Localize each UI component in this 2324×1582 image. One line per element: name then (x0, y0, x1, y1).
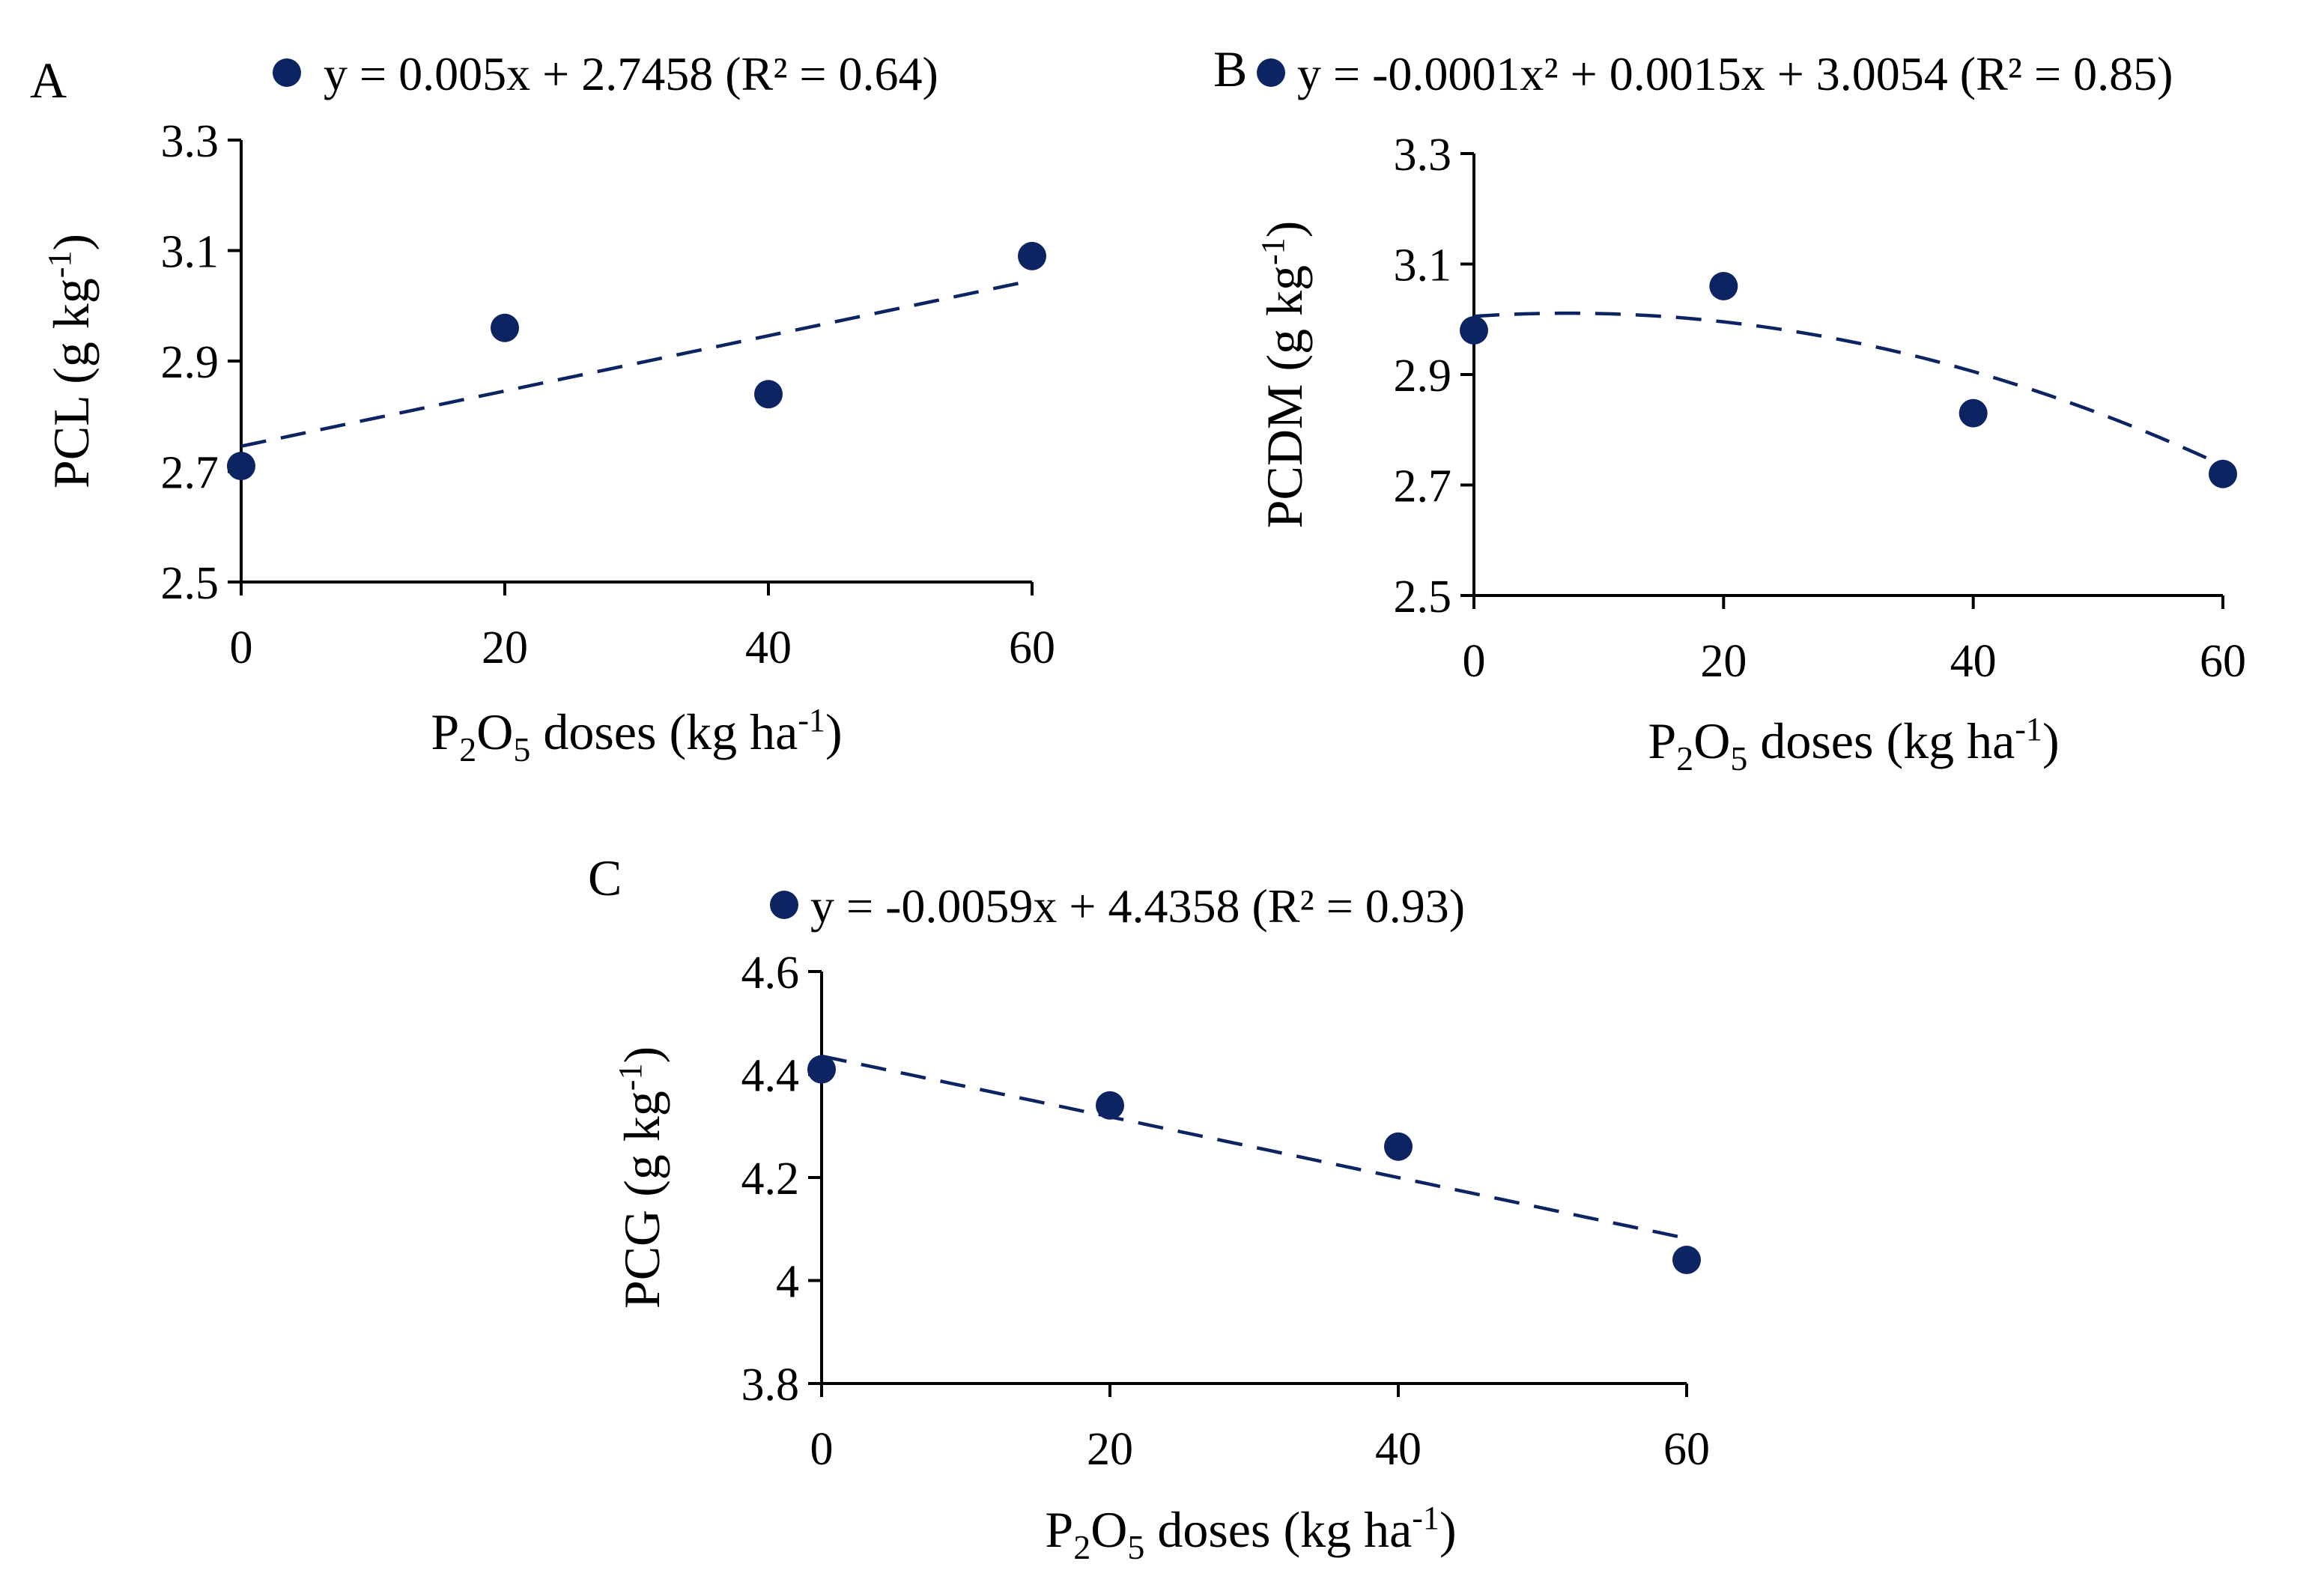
x-axis-title-o: O (1693, 712, 1730, 769)
x-tick-label-c: 40 (1375, 1424, 1422, 1475)
y-axis-title-superscript: -1 (612, 1064, 649, 1091)
y-tick-label-b: 3.1 (1394, 240, 1452, 291)
data-point-c (1672, 1246, 1701, 1274)
trend-line-c (821, 1054, 1687, 1240)
x-axis-title-text: doses (kg ha (1144, 1501, 1412, 1558)
x-axis-title-close: ) (825, 703, 843, 760)
data-point-b (1709, 272, 1738, 300)
panel-label-c: C (588, 849, 622, 906)
y-tick-label-a: 2.9 (161, 337, 219, 388)
data-point-a (754, 380, 783, 409)
x-tick-label-a: 40 (745, 622, 792, 673)
y-axis-title-b: PCDM (g kg-1) (1254, 221, 1313, 529)
x-tick-label-a: 0 (230, 622, 253, 673)
data-point-b (1959, 398, 1988, 428)
x-axis-title-text: doses (kg ha (530, 703, 798, 760)
y-axis-title-superscript: -1 (1254, 237, 1291, 265)
panel-label-a: A (30, 52, 67, 109)
trend-line-a (240, 279, 1033, 448)
x-axis-title-o: O (1090, 1501, 1127, 1558)
legend-marker-a (273, 58, 301, 87)
y-tick-label-b: 2.7 (1394, 461, 1452, 512)
legend-equation-c: y = -0.0059x + 4.4358 (R² = 0.93) (810, 879, 1465, 933)
x-axis-title-o: O (476, 703, 513, 760)
x-axis-title-close: ) (1439, 1501, 1457, 1558)
panel-label-b: B (1213, 40, 1247, 97)
y-tick-label-a: 3.3 (161, 116, 219, 167)
y-axis-title-main: PCL (g kg (43, 278, 100, 488)
data-point-c (1096, 1091, 1124, 1120)
data-point-b (1460, 316, 1488, 345)
y-axis-title-c: PCG (g kg-1) (612, 1046, 670, 1309)
x-axis-title-superscript: -1 (2015, 711, 2042, 748)
y-tick-label-c: 4.4 (741, 1051, 800, 1102)
x-axis-title-b: P2O5 doses (kg ha-1) (1648, 711, 2059, 778)
y-tick-label-b: 3.3 (1394, 130, 1452, 181)
y-axis-title-close: ) (1256, 221, 1313, 238)
data-point-c (807, 1055, 836, 1084)
trend-line-b (1473, 311, 2224, 467)
x-axis-title-close: ) (2042, 712, 2060, 769)
y-axis-title-close: ) (613, 1046, 670, 1064)
y-axis-title-main: PCDM (g kg (1256, 265, 1313, 528)
x-axis-title-a: P2O5 doses (kg ha-1) (431, 702, 842, 769)
data-point-a (1018, 241, 1046, 270)
data-point-a (491, 313, 519, 342)
y-axis-title-a: PCL (g kg-1) (41, 234, 100, 488)
legend-equation-a: y = 0.005x + 2.7458 (R² = 0.64) (324, 47, 938, 100)
data-point-b (2209, 459, 2237, 488)
x-axis-title-subscript-2: 2 (1073, 1528, 1090, 1566)
data-point-c (1384, 1132, 1413, 1161)
x-tick-label-a: 60 (1009, 622, 1055, 673)
x-axis-title-p: P (1045, 1501, 1073, 1558)
x-axis-title-subscript-5: 5 (1127, 1528, 1144, 1566)
x-axis-title-superscript: -1 (798, 702, 825, 739)
x-tick-label-b: 60 (2200, 636, 2246, 687)
y-tick-label-b: 2.9 (1394, 351, 1452, 401)
x-axis-title-text: doses (kg ha (1747, 712, 2015, 769)
x-axis-title-p: P (1648, 712, 1676, 769)
y-axis-title-main: PCG (g kg (613, 1091, 670, 1309)
x-tick-label-b: 0 (1463, 636, 1486, 687)
x-axis-title-subscript-2: 2 (459, 730, 476, 769)
legend-marker-b (1257, 58, 1285, 87)
y-tick-label-c: 4.6 (741, 948, 800, 998)
x-tick-label-b: 40 (1950, 636, 1997, 687)
x-axis-title-subscript-5: 5 (1730, 739, 1747, 778)
y-tick-label-c: 4 (776, 1257, 799, 1308)
y-tick-label-c: 4.2 (741, 1154, 800, 1204)
x-tick-label-a: 20 (482, 622, 528, 673)
x-tick-label-c: 20 (1087, 1424, 1133, 1475)
x-axis-title-p: P (431, 703, 459, 760)
legend-marker-c (770, 891, 798, 919)
x-axis-title-subscript-2: 2 (1676, 739, 1693, 778)
x-tick-label-b: 20 (1700, 636, 1747, 687)
x-axis-title-c: P2O5 doses (kg ha-1) (1045, 1500, 1456, 1566)
legend-equation-b: y = -0.0001x² + 0.0015x + 3.0054 (R² = 0… (1297, 47, 2173, 100)
data-point-a (227, 452, 255, 481)
y-tick-label-a: 2.7 (161, 448, 219, 499)
y-tick-label-a: 2.5 (161, 558, 219, 609)
x-tick-label-c: 60 (1663, 1424, 1710, 1475)
y-tick-label-c: 3.8 (741, 1360, 800, 1410)
x-tick-label-c: 0 (810, 1424, 834, 1475)
y-axis-title-superscript: -1 (41, 251, 78, 279)
y-axis-title-close: ) (43, 234, 100, 251)
y-tick-label-a: 3.1 (161, 227, 219, 278)
x-axis-title-subscript-5: 5 (513, 730, 530, 769)
y-tick-label-b: 2.5 (1394, 572, 1452, 622)
x-axis-title-superscript: -1 (1412, 1500, 1439, 1536)
